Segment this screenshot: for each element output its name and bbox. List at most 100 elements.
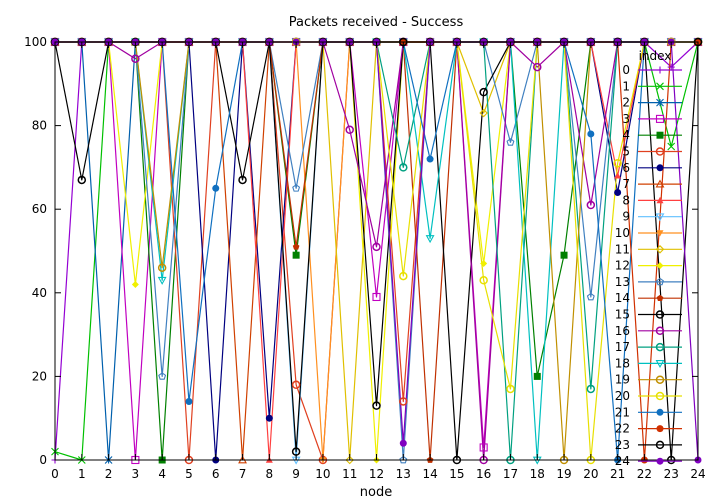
point-marker bbox=[586, 200, 596, 210]
series-point bbox=[238, 175, 247, 185]
point-marker bbox=[292, 184, 301, 192]
series-point bbox=[506, 138, 515, 146]
point-marker bbox=[656, 82, 664, 91]
series-point bbox=[655, 213, 665, 222]
legend-item: 11 bbox=[615, 242, 682, 256]
point-marker bbox=[656, 457, 664, 465]
legend-item: 13 bbox=[615, 275, 682, 289]
point-marker bbox=[157, 276, 167, 285]
point-marker bbox=[656, 164, 664, 172]
x-tick-label: 0 bbox=[51, 467, 59, 481]
x-tick-label: 9 bbox=[292, 467, 300, 481]
point-marker bbox=[586, 292, 595, 301]
y-tick-label: 40 bbox=[32, 286, 47, 300]
series-point bbox=[479, 108, 488, 118]
series-point bbox=[656, 131, 664, 139]
series-point bbox=[656, 196, 664, 204]
series-point bbox=[655, 391, 665, 401]
point-marker bbox=[614, 188, 622, 196]
x-tick-label: 10 bbox=[315, 467, 330, 481]
point-marker bbox=[345, 125, 354, 135]
series-point bbox=[655, 114, 665, 123]
legend-label: 15 bbox=[615, 308, 630, 322]
legend-item: 15 bbox=[615, 308, 682, 322]
point-marker bbox=[587, 130, 595, 138]
point-marker bbox=[656, 196, 664, 204]
series-point bbox=[372, 292, 381, 302]
legend-item: 0 bbox=[622, 63, 682, 77]
legend-item: 21 bbox=[615, 405, 682, 419]
legend-label: 16 bbox=[615, 324, 630, 338]
series-point bbox=[656, 98, 664, 107]
legend-label: 20 bbox=[615, 389, 630, 403]
series-point bbox=[655, 179, 665, 188]
series-point bbox=[613, 158, 622, 168]
series-point bbox=[292, 184, 301, 192]
legend-item: 9 bbox=[622, 210, 682, 224]
point-marker bbox=[656, 408, 664, 416]
point-marker bbox=[345, 455, 354, 465]
point-marker bbox=[655, 326, 665, 336]
legend-item: 22 bbox=[615, 422, 682, 436]
y-tick-label: 60 bbox=[32, 202, 47, 216]
point-marker bbox=[506, 384, 515, 394]
point-marker bbox=[131, 54, 140, 63]
x-tick-label: 20 bbox=[583, 467, 598, 481]
legend-item: 1 bbox=[622, 79, 682, 93]
point-marker bbox=[614, 172, 622, 179]
x-tick-label: 13 bbox=[396, 467, 411, 481]
point-marker bbox=[265, 414, 273, 422]
legend-item: 18 bbox=[615, 356, 682, 370]
series-point bbox=[656, 82, 664, 91]
x-tick-label: 11 bbox=[342, 467, 357, 481]
point-marker bbox=[372, 401, 381, 410]
legend-label: 5 bbox=[622, 145, 630, 159]
legend-label: 1 bbox=[622, 79, 630, 93]
point-marker bbox=[655, 179, 665, 188]
point-marker bbox=[655, 245, 665, 254]
legend-label: 0 bbox=[622, 63, 630, 77]
point-marker bbox=[212, 184, 220, 192]
point-marker bbox=[399, 271, 408, 281]
x-axis-label: node bbox=[360, 485, 392, 500]
series-point bbox=[614, 172, 622, 179]
legend-item: 7 bbox=[622, 177, 682, 191]
point-marker bbox=[292, 251, 300, 259]
series-point bbox=[399, 455, 408, 464]
series-point bbox=[587, 130, 595, 138]
series-point bbox=[533, 62, 542, 72]
series-point bbox=[667, 142, 676, 151]
series-point bbox=[656, 294, 664, 302]
legend-label: 18 bbox=[615, 356, 630, 370]
x-tick-label: 16 bbox=[476, 467, 491, 481]
series-point bbox=[399, 439, 407, 447]
legend-label: 24 bbox=[615, 454, 630, 468]
legend-label: 7 bbox=[622, 177, 630, 191]
series-point bbox=[656, 277, 664, 286]
x-tick-label: 4 bbox=[158, 467, 166, 481]
y-tick-label: 20 bbox=[32, 369, 47, 383]
legend-item: 24 bbox=[615, 454, 682, 468]
series-point bbox=[586, 292, 595, 301]
point-marker bbox=[656, 131, 664, 139]
point-marker bbox=[655, 391, 665, 401]
point-marker bbox=[586, 384, 596, 394]
point-marker bbox=[655, 440, 665, 450]
point-marker bbox=[479, 108, 488, 118]
legend-label: 23 bbox=[615, 438, 630, 452]
x-tick-label: 5 bbox=[185, 467, 193, 481]
point-marker bbox=[399, 163, 408, 172]
x-tick-label: 7 bbox=[239, 467, 247, 481]
x-tick-label: 2 bbox=[105, 467, 113, 481]
series-point bbox=[655, 245, 665, 254]
point-marker bbox=[399, 439, 407, 447]
point-marker bbox=[560, 251, 568, 259]
series-point bbox=[265, 414, 273, 422]
series-point bbox=[157, 263, 167, 272]
x-tick-label: 23 bbox=[664, 467, 679, 481]
x-tick-label: 15 bbox=[449, 467, 464, 481]
legend-item: 4 bbox=[622, 128, 682, 142]
point-marker bbox=[480, 260, 488, 268]
series-point bbox=[656, 230, 664, 237]
